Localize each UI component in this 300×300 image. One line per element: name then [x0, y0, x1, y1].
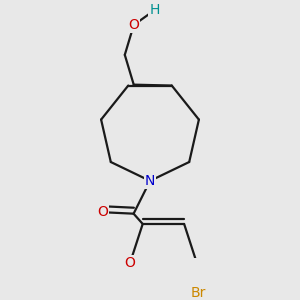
Text: O: O: [128, 18, 139, 32]
Text: Br: Br: [191, 286, 206, 300]
Text: N: N: [145, 174, 155, 188]
Text: O: O: [97, 205, 108, 219]
Text: O: O: [124, 256, 135, 270]
Text: H: H: [149, 3, 160, 17]
